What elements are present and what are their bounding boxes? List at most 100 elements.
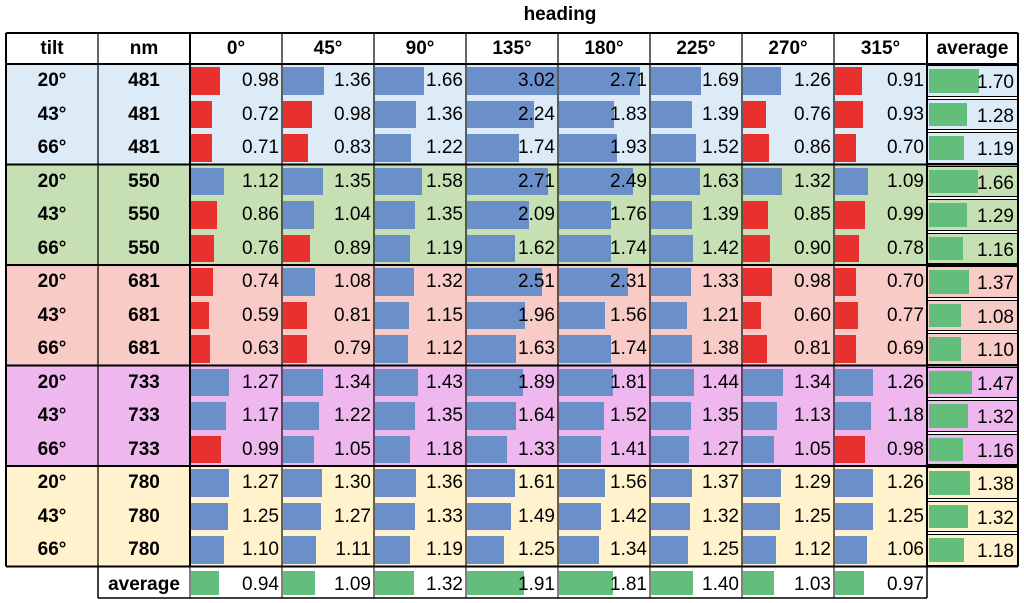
data-bar [467,469,515,497]
cell-value: 1.08 [977,306,1014,328]
table-cell: 1.29 [742,466,834,500]
cell-value: 1.37 [977,273,1014,294]
cell-value: 0.81 [334,304,371,326]
data-bar [375,435,410,463]
data-bar [835,201,865,229]
table-cell: 1.18 [374,432,466,466]
data-bar [375,201,415,229]
data-bar [929,203,967,227]
table-cell: 1.74 [558,231,650,265]
cell-value: 1.18 [977,541,1014,562]
data-bar [651,469,692,497]
column-header-heading-8: 270° [768,38,808,59]
data-bar [467,335,516,363]
data-bar [375,502,415,530]
cell-value: 1.66 [977,172,1014,194]
table-cell: 0.86 [190,198,282,232]
row-label-nm: 481 [98,131,190,165]
cell-value: 1.34 [334,371,371,393]
table-cell: 2.49 [558,164,650,198]
cell-value: 1.05 [334,438,371,460]
cell-value: 1.27 [334,505,371,527]
cell-value: 1.61 [518,472,555,493]
table-cell: 1.39 [650,198,742,232]
table-cell: 2.51 [466,265,558,299]
data-bar [651,368,694,396]
cell-value: 0.97 [887,573,924,595]
cell-value: 1.28 [977,105,1014,127]
cell-value: 1.33 [518,438,555,460]
cell-value: 1.36 [426,103,463,125]
table-cell: 0.60 [742,298,834,332]
cell-value: 0.86 [242,204,279,225]
column-average-cell: 1.32 [374,567,466,598]
cell-value: 1.35 [426,405,463,426]
data-bar [929,504,968,528]
row-average-cell: 1.28 [927,98,1018,130]
data-bar [283,234,310,262]
cell-value: 1.17 [242,405,279,426]
data-bar [283,335,307,363]
cell-value: 0.98 [334,103,371,125]
cell-value: 1.83 [610,103,647,125]
table-cell: 1.35 [282,164,374,198]
data-bar [559,469,605,497]
table-cell: 1.25 [742,499,834,533]
column-average-cell: 0.94 [190,567,282,598]
cell-value: 1.58 [426,170,463,192]
cell-value: 1.47 [977,373,1014,395]
data-bar [467,201,529,229]
cell-value: 1.29 [977,206,1014,227]
data-bar [929,102,967,126]
table-cell: 2.24 [466,97,558,131]
cell-value: 0.98 [887,438,924,460]
table-cell: 1.30 [282,466,374,500]
cell-value: 2.51 [518,271,555,292]
table-cell: 0.77 [834,298,927,332]
data-bar [929,404,968,428]
data-bar [283,167,323,195]
data-bar [743,268,772,296]
table-cell: 2.71 [558,64,650,98]
table-cell: 1.21 [650,298,742,332]
cell-value: 1.25 [518,539,555,560]
data-bar [743,67,781,95]
cell-value: 1.35 [334,170,371,192]
table-cell: 1.64 [466,399,558,433]
data-bar [191,134,212,162]
table-cell: 1.93 [558,131,650,165]
data-bar [375,100,416,128]
table-cell: 1.33 [650,265,742,299]
table-cell: 1.27 [190,365,282,399]
data-bar [191,402,226,430]
data-bar [375,469,416,497]
data-bar [467,570,524,595]
cell-value: 1.12 [242,170,279,192]
data-bar [835,335,856,363]
table-cell: 0.63 [190,332,282,366]
cell-value: 0.70 [887,137,924,158]
data-bar [283,570,315,595]
table-cell: 1.27 [282,499,374,533]
cell-value: 1.22 [334,405,371,426]
data-bar [835,536,867,564]
cell-value: 1.52 [702,137,739,158]
data-bar [929,236,963,260]
data-bar [283,536,316,564]
table-cell: 1.19 [374,533,466,567]
cell-value: 1.12 [794,539,831,560]
row-label-nm: 550 [98,231,190,265]
data-bar [191,368,229,396]
table-cell: 1.63 [650,164,742,198]
cell-value: 0.76 [242,237,279,259]
row-average-cell: 1.66 [927,165,1018,197]
cell-value: 1.44 [702,371,739,393]
cell-value: 0.91 [887,70,924,91]
data-bar [929,337,961,361]
table-cell: 1.13 [742,399,834,433]
cell-value: 1.66 [426,70,463,91]
table-cell: 1.05 [282,432,374,466]
data-bar [467,167,548,195]
data-bar [559,100,614,128]
cell-value: 1.26 [794,70,831,91]
